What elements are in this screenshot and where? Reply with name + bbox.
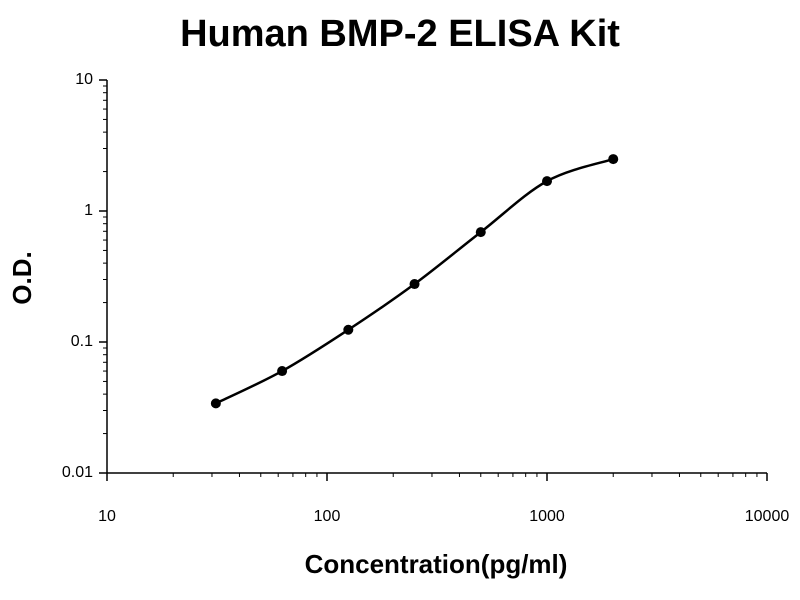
y-tick-label: 1 <box>84 202 93 219</box>
data-point <box>409 279 420 290</box>
y-tick-label: 0.1 <box>71 333 93 350</box>
data-point <box>210 398 221 409</box>
y-axis-label: O.D. <box>7 251 37 304</box>
data-point <box>608 154 619 165</box>
x-tick-label: 10000 <box>745 508 790 525</box>
data-point <box>475 227 486 238</box>
data-point <box>542 176 552 187</box>
x-axis-label: Concentration(pg/ml) <box>305 549 568 579</box>
chart-title: Human BMP-2 ELISA Kit <box>180 13 620 55</box>
data-point <box>277 366 288 377</box>
x-tick-label: 100 <box>314 508 341 525</box>
x-tick-label: 10 <box>98 508 116 525</box>
y-tick-label: 10 <box>75 71 93 88</box>
x-tick-label: 1000 <box>529 508 565 525</box>
data-point <box>343 324 354 335</box>
y-tick-label: 0.01 <box>62 464 93 481</box>
